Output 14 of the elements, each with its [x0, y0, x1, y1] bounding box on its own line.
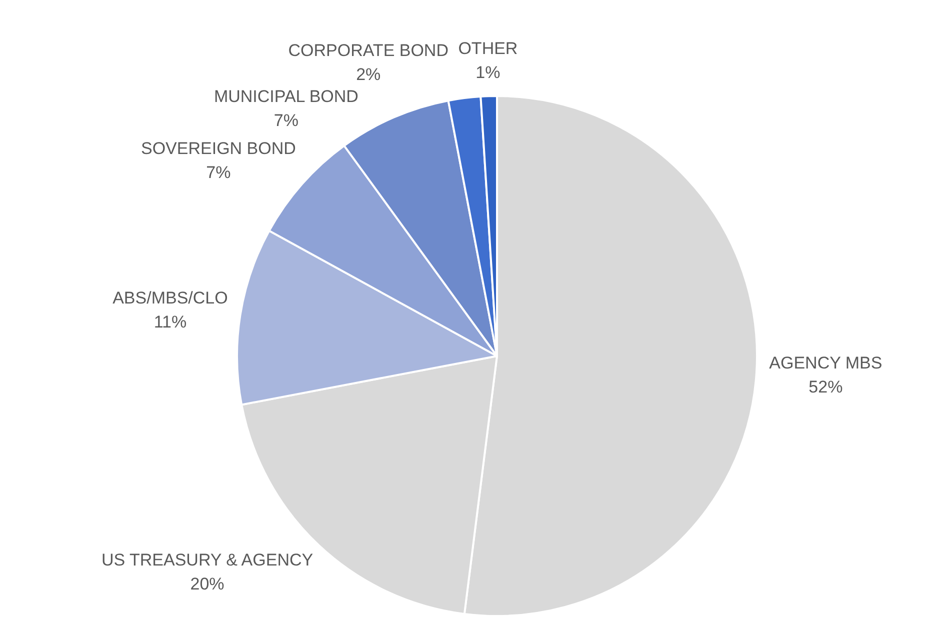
data-label: 7%	[274, 111, 298, 130]
slice-label: AGENCY MBS	[769, 353, 882, 372]
data-label: 7%	[206, 162, 231, 182]
data-label: 1%	[476, 62, 500, 82]
slice-label: US TREASURY & AGENCY	[101, 550, 314, 570]
slice-label: ABS/MBS/CLO	[112, 288, 228, 308]
data-label: 52%	[808, 377, 843, 396]
data-label: 11%	[154, 312, 187, 332]
slice-label: SOVEREIGN BOND	[140, 138, 296, 158]
slice-label: MUNICIPAL BOND	[214, 87, 358, 106]
data-label: 2%	[356, 65, 381, 84]
slice-label: OTHER	[458, 38, 518, 58]
data-label: 20%	[190, 574, 224, 594]
slice-label: CORPORATE BOND	[288, 41, 448, 60]
